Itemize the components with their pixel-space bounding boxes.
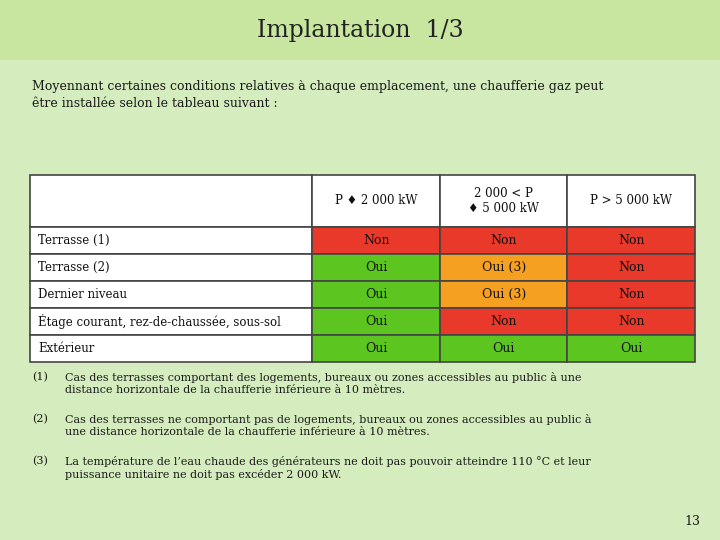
Bar: [440, 227, 567, 254]
Text: Non: Non: [618, 288, 644, 301]
Bar: [440, 254, 567, 281]
Text: P ♦ 2 000 kW: P ♦ 2 000 kW: [335, 194, 418, 207]
Text: Extérieur: Extérieur: [38, 342, 94, 355]
Bar: [567, 308, 695, 335]
Text: (1): (1): [32, 372, 48, 382]
Bar: [30, 254, 312, 281]
Text: Moyennant certaines conditions relatives à chaque emplacement, une chaufferie ga: Moyennant certaines conditions relatives…: [32, 80, 603, 93]
Text: Terrasse (2): Terrasse (2): [38, 261, 109, 274]
Bar: [30, 175, 312, 227]
Text: distance horizontale de la chaufferie inférieure à 10 mètres.: distance horizontale de la chaufferie in…: [65, 385, 405, 395]
Bar: [312, 227, 440, 254]
Text: Oui (3): Oui (3): [482, 261, 526, 274]
Bar: [0, 0, 720, 60]
Bar: [567, 227, 695, 254]
Text: Non: Non: [618, 234, 644, 247]
Text: P > 5 000 kW: P > 5 000 kW: [590, 194, 672, 207]
Text: Non: Non: [618, 261, 644, 274]
Text: La température de l’eau chaude des générateurs ne doit pas pouvoir atteindre 110: La température de l’eau chaude des génér…: [65, 456, 590, 467]
Bar: [30, 227, 312, 254]
Bar: [312, 308, 440, 335]
Bar: [567, 175, 695, 227]
Text: Oui (3): Oui (3): [482, 288, 526, 301]
Text: Cas des terrasses comportant des logements, bureaux ou zones accessibles au publ: Cas des terrasses comportant des logemen…: [65, 372, 582, 383]
Text: Non: Non: [490, 315, 517, 328]
Text: Non: Non: [618, 315, 644, 328]
Bar: [440, 281, 567, 308]
Text: Oui: Oui: [365, 342, 387, 355]
Text: Cas des terrasses ne comportant pas de logements, bureaux ou zones accessibles a: Cas des terrasses ne comportant pas de l…: [65, 414, 592, 425]
Bar: [440, 175, 567, 227]
Text: Oui: Oui: [620, 342, 642, 355]
Bar: [567, 335, 695, 362]
Bar: [312, 254, 440, 281]
Text: Oui: Oui: [365, 288, 387, 301]
Text: Oui: Oui: [492, 342, 515, 355]
Bar: [567, 254, 695, 281]
Bar: [30, 281, 312, 308]
Text: Oui: Oui: [365, 315, 387, 328]
Bar: [312, 175, 440, 227]
Bar: [567, 281, 695, 308]
Text: puissance unitaire ne doit pas excéder 2 000 kW.: puissance unitaire ne doit pas excéder 2…: [65, 469, 341, 480]
Bar: [312, 335, 440, 362]
Text: Non: Non: [490, 234, 517, 247]
Text: une distance horizontale de la chaufferie inférieure à 10 mètres.: une distance horizontale de la chaufferi…: [65, 427, 430, 437]
Bar: [440, 308, 567, 335]
Bar: [312, 281, 440, 308]
Text: (2): (2): [32, 414, 48, 424]
Text: Non: Non: [363, 234, 390, 247]
Bar: [440, 335, 567, 362]
Text: être installée selon le tableau suivant :: être installée selon le tableau suivant …: [32, 97, 278, 110]
Bar: [30, 308, 312, 335]
Text: (3): (3): [32, 456, 48, 467]
Bar: [30, 335, 312, 362]
Text: Terrasse (1): Terrasse (1): [38, 234, 109, 247]
Text: 13: 13: [684, 515, 700, 528]
Text: Oui: Oui: [365, 261, 387, 274]
Text: Dernier niveau: Dernier niveau: [38, 288, 127, 301]
Text: Étage courant, rez-de-chaussée, sous-sol: Étage courant, rez-de-chaussée, sous-sol: [38, 314, 281, 329]
Text: 2 000 < P
♦ 5 000 kW: 2 000 < P ♦ 5 000 kW: [468, 187, 539, 215]
Text: Implantation  1/3: Implantation 1/3: [257, 18, 463, 42]
